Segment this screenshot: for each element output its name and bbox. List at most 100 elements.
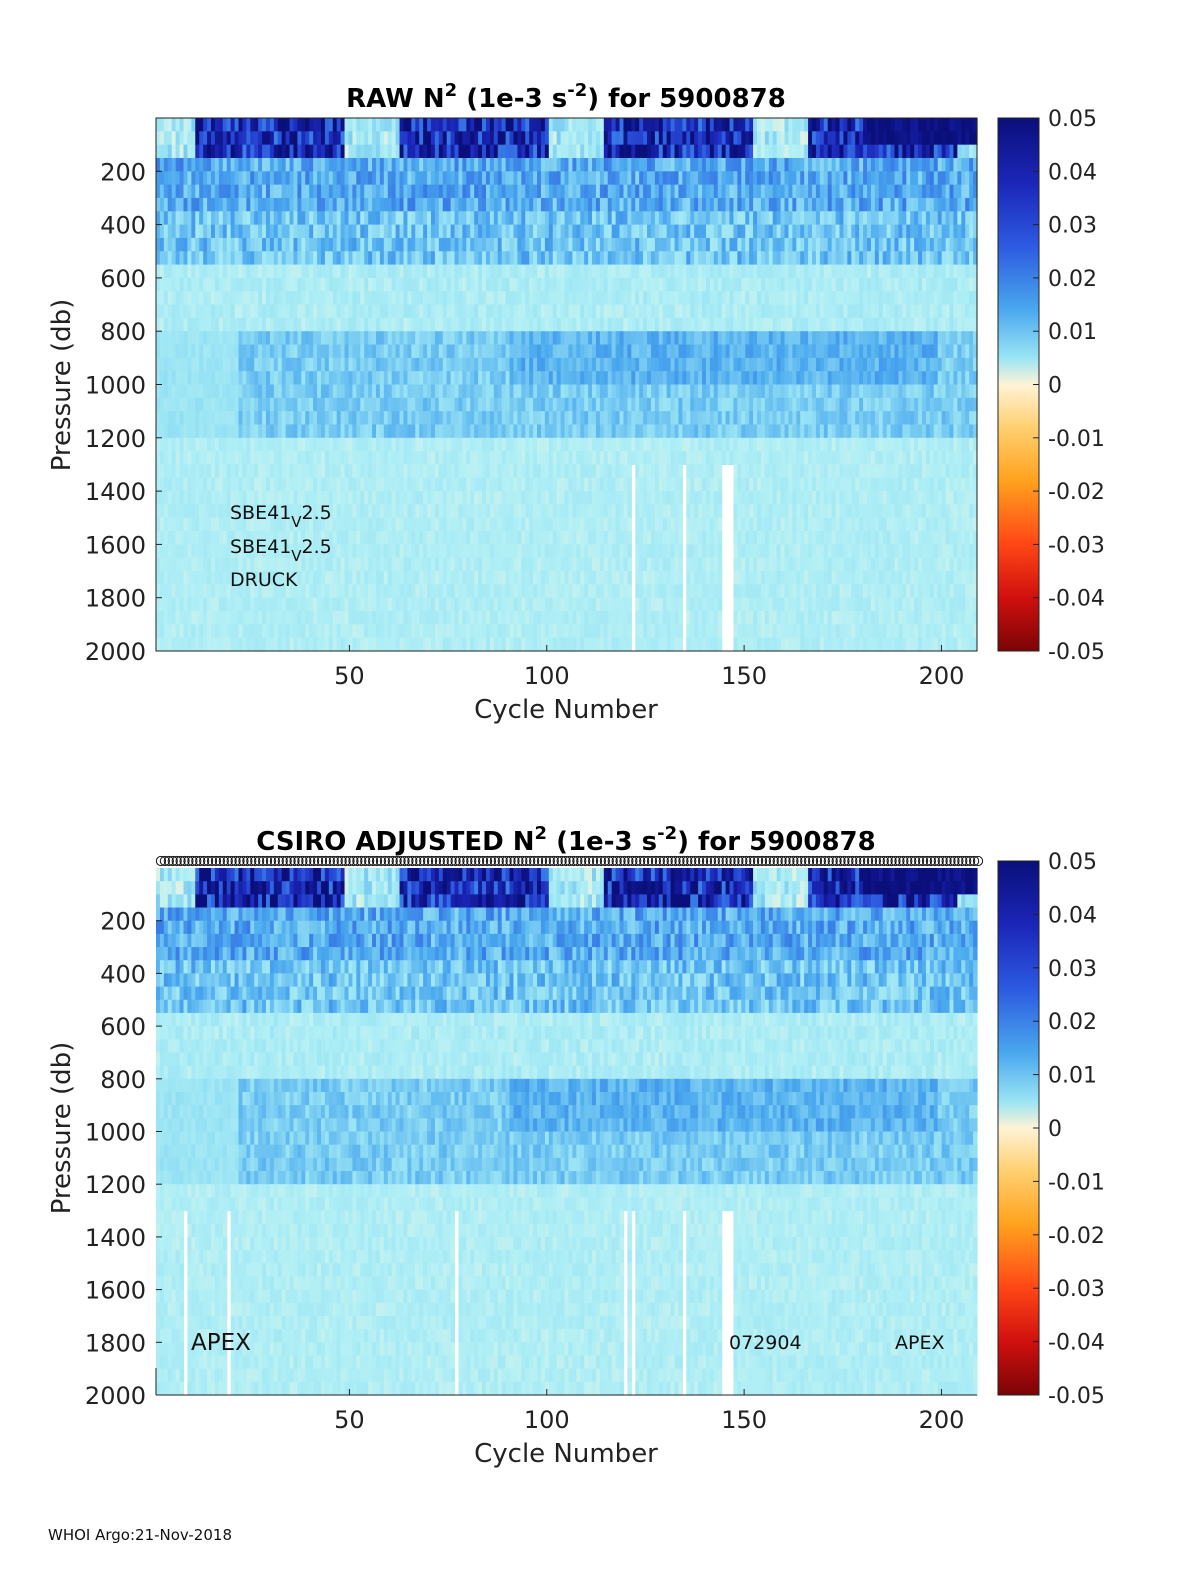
heatmap-cell: [262, 544, 267, 559]
heatmap-cell: [258, 637, 263, 652]
heatmap-cell: [521, 557, 526, 572]
heatmap-cell: [430, 637, 436, 652]
heatmap-cell: [454, 317, 460, 332]
heatmap-cell: [218, 477, 224, 492]
heatmap-cell: [305, 637, 310, 652]
heatmap-cell: [438, 171, 444, 186]
heatmap-cell: [576, 171, 581, 186]
heatmap-cell: [501, 131, 507, 146]
heatmap-cell: [379, 397, 385, 412]
heatmap-cell: [619, 411, 625, 426]
heatmap-cell: [214, 557, 220, 572]
heatmap-cell: [332, 197, 338, 212]
heatmap-cell: [485, 384, 491, 399]
heatmap-cell: [556, 584, 562, 599]
heatmap-cell: [580, 611, 585, 625]
heatmap-cell: [489, 571, 495, 585]
heatmap-cell: [548, 264, 554, 279]
heatmap-cell: [423, 277, 428, 292]
heatmap-cell: [242, 384, 247, 399]
heatmap-cell: [458, 384, 463, 399]
heatmap-cell: [336, 544, 342, 559]
heatmap-cell: [419, 224, 424, 239]
heatmap-cell: [482, 211, 487, 226]
heatmap-cell: [313, 491, 318, 506]
heatmap-cell: [230, 477, 236, 492]
heatmap-cell: [230, 517, 236, 532]
heatmap-cell: [493, 611, 499, 625]
heatmap-cell: [344, 131, 350, 146]
heatmap-cell: [293, 637, 299, 652]
heatmap-cell: [623, 384, 628, 399]
heatmap-cell: [615, 237, 621, 252]
heatmap-cell: [375, 331, 381, 346]
heatmap-cell: [482, 157, 487, 172]
heatmap-cell: [501, 584, 507, 599]
heatmap-cell: [458, 118, 463, 132]
heatmap-cell: [360, 371, 365, 386]
heatmap-cell: [207, 251, 212, 266]
heatmap-cell: [599, 424, 605, 439]
heatmap-cell: [222, 118, 228, 132]
heatmap-cell: [427, 171, 432, 186]
heatmap-cell: [195, 531, 200, 545]
heatmap-cell: [544, 171, 550, 186]
heatmap-cell: [395, 491, 401, 506]
heatmap-cell: [238, 464, 244, 479]
heatmap-cell: [207, 371, 212, 386]
heatmap-cell: [222, 637, 228, 652]
heatmap-cell: [364, 357, 369, 372]
heatmap-cell: [273, 184, 279, 199]
heatmap-cell: [572, 331, 577, 346]
heatmap-cell: [584, 251, 589, 266]
heatmap-cell: [458, 557, 463, 572]
heatmap-cell: [595, 277, 601, 292]
heatmap-cell: [163, 464, 169, 479]
heatmap-cell: [434, 531, 440, 545]
heatmap-cell: [403, 411, 409, 426]
heatmap-cell: [375, 291, 381, 306]
heatmap-cell: [580, 384, 585, 399]
heatmap-cell: [297, 357, 302, 372]
heatmap-cell: [623, 597, 628, 612]
heatmap-cell: [639, 451, 644, 466]
heatmap-cell: [615, 504, 621, 519]
heatmap-cell: [537, 251, 542, 266]
heatmap-cell: [525, 344, 530, 359]
heatmap-cell: [254, 397, 259, 412]
heatmap-cell: [159, 571, 165, 585]
heatmap-cell: [175, 491, 181, 506]
heatmap-cell: [313, 384, 318, 399]
heatmap-cell: [195, 504, 200, 519]
heatmap-cell: [419, 317, 424, 332]
heatmap-cell: [391, 411, 397, 426]
heatmap-cell: [167, 144, 173, 159]
heatmap-cell: [430, 304, 436, 319]
heatmap-cell: [572, 251, 577, 266]
heatmap-cell: [576, 544, 581, 559]
heatmap-cell: [407, 611, 412, 625]
heatmap-cell: [379, 371, 385, 386]
heatmap-cell: [167, 237, 173, 252]
heatmap-cell: [156, 304, 161, 319]
heatmap-cell: [548, 624, 554, 639]
heatmap-cell: [383, 424, 389, 439]
heatmap-cell: [360, 157, 365, 172]
heatmap-cell: [187, 397, 192, 412]
heatmap-cell: [340, 597, 346, 612]
heatmap-cell: [395, 277, 401, 292]
heatmap-cell: [156, 357, 161, 372]
heatmap-cell: [552, 224, 558, 239]
heatmap-cell: [348, 317, 354, 332]
heatmap-cell: [407, 131, 412, 146]
heatmap-cell: [211, 477, 216, 492]
heatmap-cell: [383, 437, 389, 452]
heatmap-cell: [391, 251, 397, 266]
heatmap-cell: [293, 504, 299, 519]
heatmap-cell: [505, 237, 511, 252]
heatmap-cell: [364, 637, 369, 652]
heatmap-cell: [222, 371, 228, 386]
heatmap-cell: [576, 477, 581, 492]
heatmap-cell: [324, 384, 330, 399]
heatmap-cell: [207, 144, 212, 159]
